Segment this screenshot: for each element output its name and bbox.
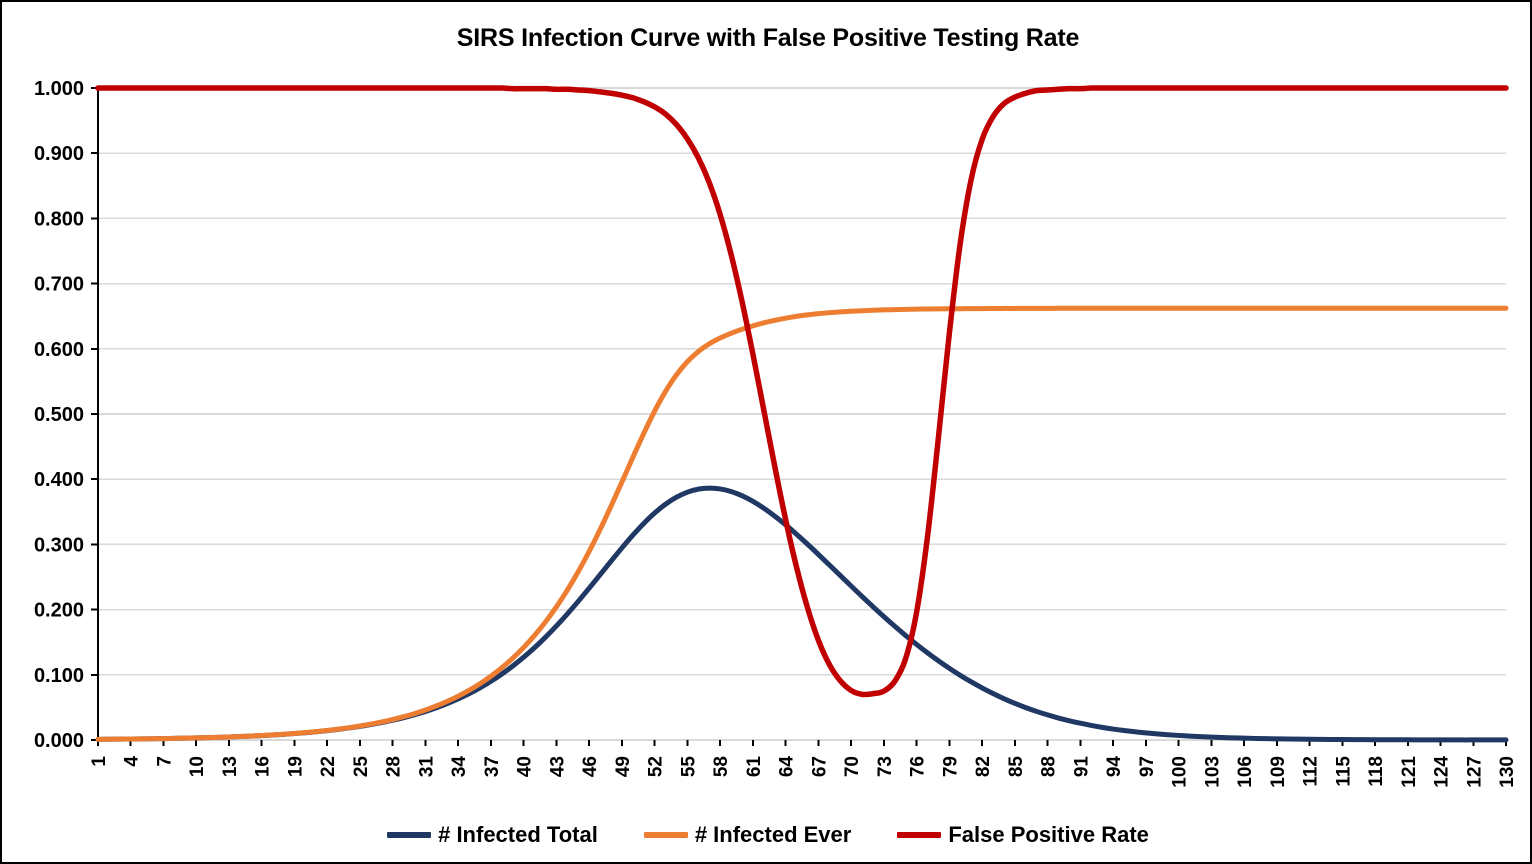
x-axis-tick-label: 85 <box>1006 756 1027 778</box>
x-axis-tick-labels: 1 4 7 10 13 16 19 22 25 28 31 34 37 40 43 46 49 52 55 58 61 6… <box>89 756 1518 788</box>
y-axis-tick-label: 0.400 <box>34 469 84 491</box>
x-axis-tick-label: 43 <box>547 756 568 777</box>
x-axis-tick-label: 37 <box>482 756 503 777</box>
x-axis-tick-label: 70 <box>842 756 863 777</box>
x-axis-tick-label: 121 <box>1399 756 1420 788</box>
x-axis-tick-label: 22 <box>318 756 339 777</box>
series-line-infected-ever <box>95 305 1509 742</box>
y-axis-tick-label: 0.700 <box>34 274 84 296</box>
x-axis-tick-label: 94 <box>1104 756 1125 778</box>
x-axis-tick-label: 16 <box>253 756 274 777</box>
x-axis-tick-label: 25 <box>351 756 372 778</box>
y-axis-tick-label: 0.900 <box>34 143 84 165</box>
x-axis-tick-label: 115 <box>1333 756 1354 787</box>
x-axis-tick-label: 88 <box>1039 756 1060 777</box>
x-axis-tick-label: 10 <box>187 756 208 777</box>
y-axis-tick-label: 0.800 <box>34 208 84 230</box>
x-axis-tick-label: 7 <box>154 756 175 767</box>
x-axis-tick-label: 40 <box>515 756 536 777</box>
x-axis-tick-label: 118 <box>1366 756 1387 787</box>
x-axis-tick-label: 64 <box>777 756 798 778</box>
chart-legend: # Infected Total # Infected Ever False Pos… <box>2 822 1530 848</box>
x-axis-tick-label: 31 <box>416 756 437 778</box>
series-line-false-positive-rate <box>95 85 1509 698</box>
legend-label: # Infected Ever <box>694 822 852 847</box>
legend-label: # Infected Total <box>438 822 598 847</box>
legend-color-swatch <box>387 832 432 838</box>
gridlines <box>98 87 1506 676</box>
x-axis-tick-label: 127 <box>1464 756 1485 788</box>
legend-color-swatch <box>643 832 688 838</box>
x-axis-tick-label: 58 <box>711 756 732 777</box>
x-axis-tick-label: 46 <box>580 756 601 777</box>
legend-item[interactable]: False Positive Rate <box>897 822 1149 848</box>
legend-label: False Positive Rate <box>948 822 1149 847</box>
x-axis-tick-label: 49 <box>613 756 634 777</box>
x-axis-tick-label: 130 <box>1497 756 1518 788</box>
x-axis-tick-label: 34 <box>449 756 470 778</box>
y-axis-tick-label: 0.600 <box>34 339 84 361</box>
x-axis-tick-label: 55 <box>678 756 699 778</box>
y-axis-tick-label: 1.000 <box>34 78 84 100</box>
x-axis-tick-label: 124 <box>1432 756 1453 788</box>
x-axis-tick-label: 97 <box>1137 756 1158 777</box>
x-axis-tick-label: 4 <box>122 756 143 767</box>
x-axis-tick-label: 100 <box>1170 756 1191 788</box>
x-axis-tick-label: 52 <box>646 756 667 777</box>
legend-color-swatch <box>897 832 942 838</box>
x-axis-tick-label: 13 <box>220 756 241 777</box>
x-axis-tick-label: 28 <box>384 756 405 777</box>
y-axis-tick-label: 0.000 <box>34 730 84 752</box>
x-axis-tick-label: 82 <box>973 756 994 777</box>
axis-lines <box>91 86 1507 746</box>
legend-item[interactable]: # Infected Total <box>387 822 598 848</box>
series-line-infected-total <box>95 485 1509 743</box>
x-axis-tick-label: 19 <box>285 756 306 777</box>
y-axis-tick-labels: 1.000 0.900 0.800 0.700 0.600 0.500 0.400 0.300… <box>34 78 84 752</box>
x-axis-tick-label: 1 <box>89 756 110 767</box>
y-axis-tick-label: 0.100 <box>34 665 84 687</box>
x-axis-tick-label: 79 <box>940 756 961 777</box>
x-axis-tick-label: 112 <box>1301 756 1322 787</box>
legend-item[interactable]: # Infected Ever <box>643 822 852 848</box>
y-axis-tick-label: 0.200 <box>34 600 84 622</box>
chart-title: SIRS Infection Curve with False Positive… <box>456 24 1080 52</box>
x-axis-tick-label: 67 <box>809 756 830 777</box>
y-axis-tick-label: 0.300 <box>34 534 84 556</box>
x-axis-tick-label: 91 <box>1071 756 1092 778</box>
x-axis-tick-label: 106 <box>1235 756 1256 788</box>
x-axis-tick-label: 76 <box>908 756 929 777</box>
x-axis-tick-label: 103 <box>1202 756 1223 788</box>
x-axis-tick-label: 109 <box>1268 756 1289 788</box>
y-axis-tick-label: 0.500 <box>34 404 84 426</box>
data-series <box>95 85 1509 743</box>
x-axis-tick-label: 73 <box>875 756 896 777</box>
x-axis-tick-label: 61 <box>744 756 765 778</box>
